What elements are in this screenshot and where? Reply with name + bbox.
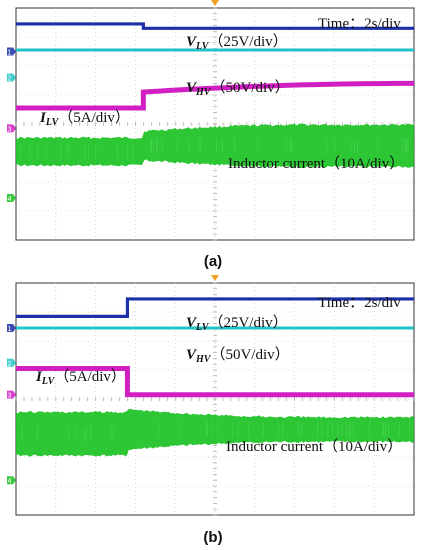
channel-marker-label: 2 [8,361,12,368]
oscilloscope-plot-b: 1 2 3 4 Time：2s/div VLV（25V/div） VHV（50V/div） I… [7,275,415,516]
channel-marker-icon [7,476,16,485]
trigger-marker-icon [211,0,219,6]
trace-i-lv [16,80,414,111]
channel-marker-icon [7,390,16,399]
trace-inductor-current [16,408,414,457]
label-v-hv: VHV（50V/div） [186,346,290,365]
channel-marker-label: 4 [8,196,12,203]
label-v-lv: VLV（25V/div） [186,314,288,333]
time-scale-label: Time：2s/div [318,295,401,311]
oscilloscope-plot-a: 1 2 3 4 Time：2s/div VLV（25V/div） VHV（50V/div） I… [7,0,415,241]
channel-marker-label: 3 [8,126,12,133]
trace-inductor-current [16,123,414,168]
scope-panel-b: 1 2 3 4 Time：2s/div VLV（25V/div） VHV（50V/div） I… [0,275,426,550]
channel-marker-icon [7,323,16,332]
channel-marker-label: 2 [8,76,12,83]
trace-i-lv [16,366,414,398]
scope-panel-a: 1 2 3 4 Time：2s/div VLV（25V/div） VHV（50V/div） I… [7,0,415,270]
trace-v-lv [16,22,414,30]
label-inductor-current: Inductor current（10A/div） [226,438,402,455]
label-v-hv: VHV（50V/div） [186,79,290,98]
channel-marker-icon [7,124,16,133]
channel-marker-label: 1 [8,326,12,333]
channel-marker-icon [7,73,16,82]
panel-label-b: (b) [203,529,223,546]
channel-marker-label: 1 [8,50,12,57]
label-inductor-current: Inductor current（10A/div） [228,155,404,172]
trace-v-lv [16,297,414,318]
panel-label-a: (a) [203,253,223,270]
channel-marker-icon [7,47,16,56]
label-i-lv: ILV（5A/div） [39,109,130,128]
channel-marker-icon [7,193,16,202]
label-v-lv: VLV（25V/div） [186,33,288,52]
trigger-marker-icon [211,275,219,281]
label-i-lv: ILV（5A/div） [35,368,126,387]
channel-marker-label: 4 [8,478,12,485]
channel-marker-icon [7,358,16,367]
channel-marker-label: 3 [8,393,12,400]
time-scale-label: Time：2s/div [318,16,401,32]
